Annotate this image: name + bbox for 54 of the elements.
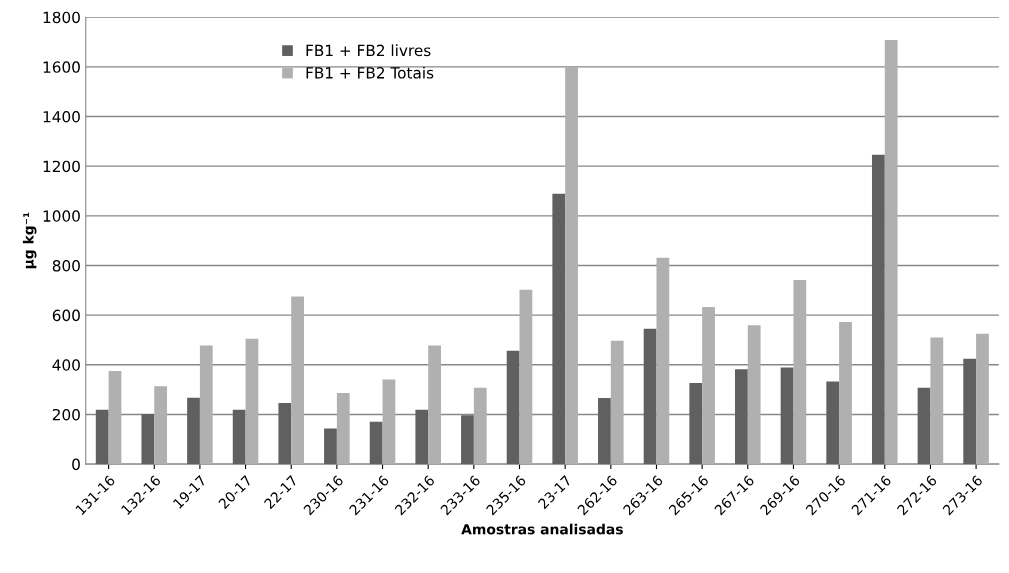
- bar: [199, 345, 213, 465]
- bar: [871, 154, 885, 465]
- bar: [656, 257, 670, 465]
- bar: [461, 415, 474, 465]
- bar: [291, 296, 305, 465]
- bar: [232, 409, 246, 465]
- bar: [689, 382, 703, 465]
- bar: [976, 333, 989, 465]
- y-axis-title: µg kg⁻¹: [22, 212, 37, 269]
- bar: [369, 421, 383, 465]
- bar: [747, 325, 761, 465]
- bar: [839, 322, 852, 465]
- bar: [610, 340, 624, 465]
- y-tick-label: 400: [52, 359, 80, 371]
- y-tick-label: 1600: [43, 61, 80, 73]
- bar: [278, 403, 292, 465]
- y-tick-label: 800: [52, 259, 80, 272]
- x-axis-title: Amostras analisadas: [461, 523, 623, 535]
- bar: [963, 358, 977, 465]
- bar: [473, 387, 487, 465]
- y-tick-label: 0: [72, 458, 80, 471]
- bar: [598, 398, 611, 465]
- legend-label: FB1 + FB2 livres: [306, 44, 431, 57]
- bar: [826, 381, 840, 465]
- bar: [793, 279, 807, 465]
- bar: [95, 409, 109, 465]
- bar: [108, 371, 122, 465]
- bar: [187, 397, 200, 465]
- bar: [702, 306, 715, 465]
- bar: [930, 337, 944, 465]
- y-tick-label: 1000: [43, 210, 80, 222]
- bar: [552, 193, 566, 465]
- bar: [735, 369, 748, 465]
- y-tick-label: 1400: [43, 110, 80, 123]
- bar: [565, 67, 578, 465]
- y-tick-label: 1200: [43, 160, 80, 173]
- bar: [324, 428, 337, 465]
- bar: [884, 40, 898, 465]
- bar: [917, 387, 931, 465]
- legend-label: FB1 + FB2 Totais: [306, 66, 434, 79]
- bar: [154, 386, 168, 465]
- bar: [245, 338, 259, 465]
- bar: [141, 413, 155, 465]
- y-tick-label: 600: [52, 309, 80, 322]
- bar: [643, 328, 657, 465]
- bar: [506, 350, 520, 465]
- bar: [780, 367, 794, 465]
- bar: [415, 409, 429, 465]
- bar: [382, 379, 396, 465]
- y-tick-label: 1800: [43, 11, 80, 24]
- bar: [519, 289, 533, 465]
- bar: [428, 345, 441, 465]
- bar: [336, 393, 350, 465]
- y-tick-label: 200: [52, 408, 80, 421]
